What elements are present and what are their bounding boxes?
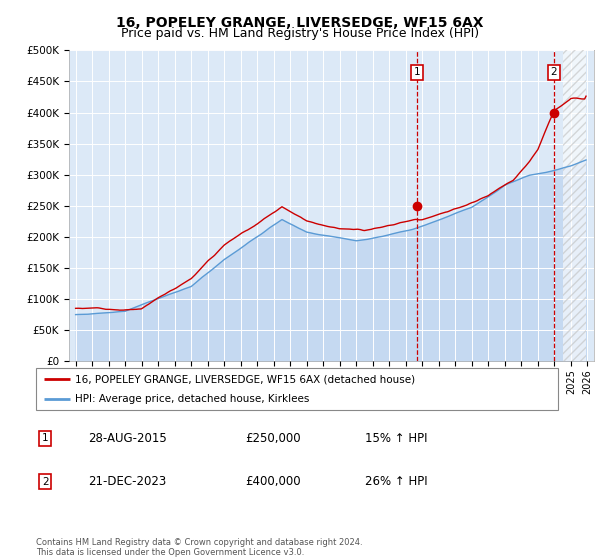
Text: £250,000: £250,000: [245, 432, 301, 445]
Text: 28-AUG-2015: 28-AUG-2015: [88, 432, 167, 445]
FancyBboxPatch shape: [36, 368, 558, 410]
Text: £400,000: £400,000: [245, 475, 301, 488]
Text: 1: 1: [413, 67, 420, 77]
Text: 2: 2: [551, 67, 557, 77]
Text: Contains HM Land Registry data © Crown copyright and database right 2024.
This d: Contains HM Land Registry data © Crown c…: [36, 538, 362, 557]
Text: 16, POPELEY GRANGE, LIVERSEDGE, WF15 6AX: 16, POPELEY GRANGE, LIVERSEDGE, WF15 6AX: [116, 16, 484, 30]
Text: 15% ↑ HPI: 15% ↑ HPI: [365, 432, 427, 445]
Text: Price paid vs. HM Land Registry's House Price Index (HPI): Price paid vs. HM Land Registry's House …: [121, 27, 479, 40]
Text: HPI: Average price, detached house, Kirklees: HPI: Average price, detached house, Kirk…: [75, 394, 310, 404]
Text: 2: 2: [42, 477, 49, 487]
Text: 21-DEC-2023: 21-DEC-2023: [88, 475, 166, 488]
Text: 16, POPELEY GRANGE, LIVERSEDGE, WF15 6AX (detached house): 16, POPELEY GRANGE, LIVERSEDGE, WF15 6AX…: [75, 374, 415, 384]
Text: 1: 1: [42, 433, 49, 444]
Text: 26% ↑ HPI: 26% ↑ HPI: [365, 475, 427, 488]
